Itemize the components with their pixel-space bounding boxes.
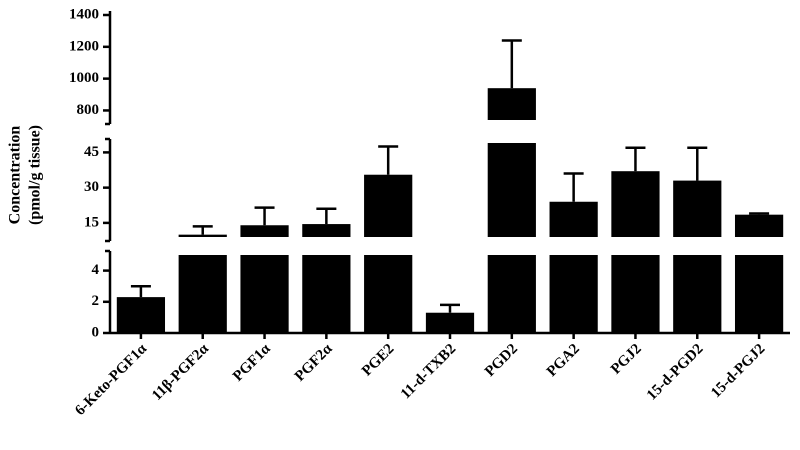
y-tick-label: 1000 <box>69 70 99 86</box>
bar <box>487 255 536 333</box>
bar <box>425 312 475 333</box>
y-tick-label: 30 <box>84 179 99 195</box>
bar <box>673 255 722 333</box>
x-tick-label: 11β-PGF2α <box>149 341 212 404</box>
x-tick-label: PGF1α <box>230 341 274 385</box>
x-tick-label: PGD2 <box>482 341 521 380</box>
bar <box>240 255 289 333</box>
x-tick-label: PGJ2 <box>608 341 645 378</box>
bar <box>178 234 227 237</box>
bar <box>302 255 351 333</box>
x-tick-label: 11-d-TXB2 <box>398 341 459 402</box>
bar <box>673 180 722 237</box>
y-label-line: (pmol/g tissue) <box>27 125 44 225</box>
x-tick-label: PGA2 <box>544 341 583 380</box>
bar <box>611 255 660 333</box>
y-tick-label: 4 <box>92 262 100 278</box>
bar <box>549 255 598 333</box>
bar <box>487 143 536 237</box>
x-tick-label: 15-d-PGD2 <box>644 341 707 404</box>
bar <box>734 255 784 333</box>
y-tick-label: 800 <box>77 102 100 118</box>
bar <box>611 171 660 237</box>
y-tick-label: 2 <box>92 293 100 309</box>
bar <box>302 224 351 237</box>
x-tick-label: 6-Keto-PGF1α <box>72 341 150 419</box>
bar <box>734 214 784 237</box>
x-tick-label: PGE2 <box>359 341 397 379</box>
x-tick-label: 15-d-PGJ2 <box>708 341 768 401</box>
y-tick-label: 1400 <box>69 6 99 22</box>
bar <box>116 297 166 333</box>
y-axis-title: Concentration (pmol/g tissue) <box>7 125 44 225</box>
bar <box>240 225 289 237</box>
y-tick-label: 0 <box>92 324 100 340</box>
y-tick-label: 1200 <box>69 38 99 54</box>
x-tick-label: PGF2α <box>292 341 336 385</box>
bar <box>364 255 413 333</box>
y-tick-label: 45 <box>84 144 99 160</box>
y-label-line: Concentration <box>7 126 24 225</box>
bar <box>178 255 227 333</box>
bar <box>364 174 413 237</box>
y-tick-label: 15 <box>84 214 99 230</box>
bar <box>487 88 536 120</box>
bar <box>549 201 598 237</box>
